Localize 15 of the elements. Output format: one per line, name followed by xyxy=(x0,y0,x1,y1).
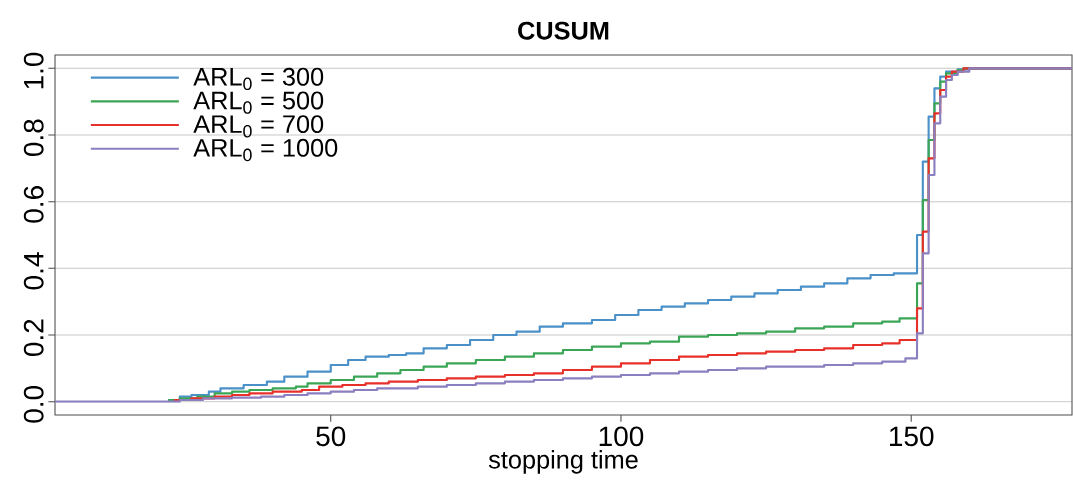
legend-label: ARL$_{0}$ = 300 xyxy=(193,67,324,91)
legend-label: ARL$_{0}$ = 1000 xyxy=(193,138,338,162)
y-tick-label: 0.8 xyxy=(23,119,44,157)
y-tick-label: 0.2 xyxy=(23,319,44,357)
x-tick-label: 150 xyxy=(889,426,934,447)
y-tick-label: 0.0 xyxy=(23,385,44,423)
y-tick-label: 1.0 xyxy=(23,52,44,89)
y-tick-label: 0.6 xyxy=(23,186,44,223)
x-tick-label: 100 xyxy=(599,426,644,447)
x-axis-title: stopping time xyxy=(488,450,638,474)
chart-title: CUSUM xyxy=(518,21,609,40)
legend-label: ARL$_{0}$ = 700 xyxy=(193,115,324,138)
y-tick-label: 0.4 xyxy=(23,252,44,290)
x-tick-label: 50 xyxy=(316,426,346,447)
legend-label: ARL$_{0}$ = 500 xyxy=(193,91,324,114)
